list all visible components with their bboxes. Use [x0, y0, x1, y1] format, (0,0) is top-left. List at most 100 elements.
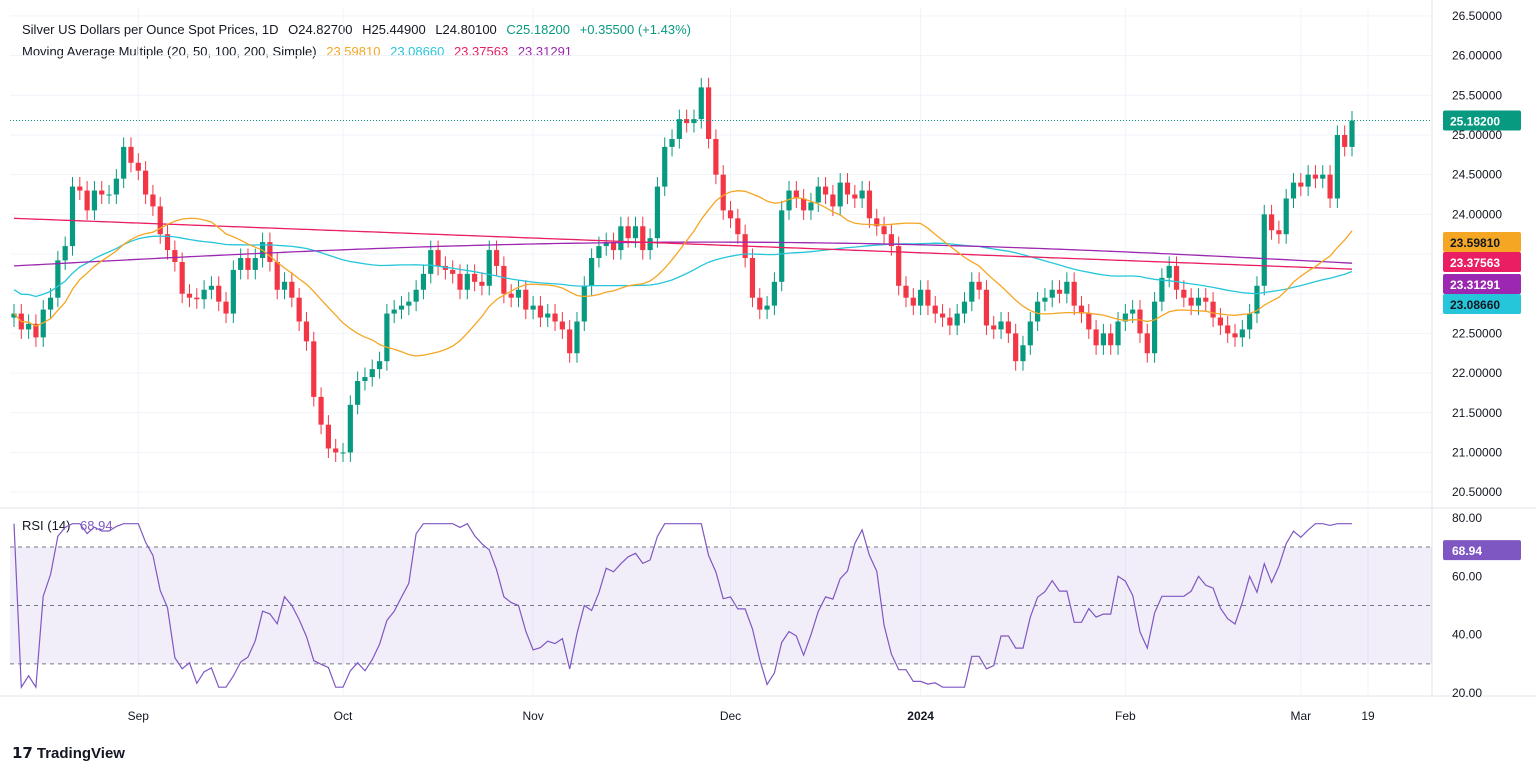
- candle-body: [113, 178, 119, 195]
- candle-body: [698, 87, 704, 120]
- candle-body: [596, 246, 602, 258]
- candle-body: [208, 285, 215, 290]
- candle-body: [508, 293, 514, 298]
- candle-body: [201, 289, 207, 300]
- time-tick-label: Nov: [522, 709, 543, 723]
- candle-body: [647, 238, 653, 251]
- candle-body: [1290, 182, 1297, 199]
- candle-body: [691, 119, 697, 124]
- ma-badge-label: 23.37563: [1450, 256, 1500, 270]
- candle-body: [150, 194, 156, 207]
- candle-body: [515, 289, 522, 298]
- time-tick-label: Feb: [1115, 709, 1136, 723]
- candle-body: [406, 301, 412, 306]
- candle-body: [866, 190, 873, 219]
- candle-body: [618, 226, 624, 251]
- rsi-tick-label: 60.00: [1452, 569, 1482, 583]
- candle-body: [230, 269, 236, 314]
- candle-body: [654, 186, 661, 239]
- candle-body: [1078, 305, 1085, 314]
- candle-body: [172, 250, 178, 262]
- price-tick-label: 25.50000: [1452, 88, 1502, 102]
- candle-body: [398, 305, 405, 310]
- candle-body: [472, 273, 478, 282]
- ma50-line: [13, 235, 1353, 298]
- candle-body: [1327, 174, 1333, 199]
- candle-body: [62, 246, 68, 261]
- candle-body: [954, 313, 960, 326]
- candle-body: [69, 186, 76, 247]
- symbol-title: Silver US Dollars per Ounce Spot Prices,…: [22, 22, 279, 37]
- candle-body: [1100, 333, 1107, 346]
- candle-body: [1042, 297, 1048, 302]
- candle-body: [801, 198, 807, 211]
- candle-body: [969, 281, 975, 302]
- candle-body: [77, 186, 83, 191]
- candle-body: [844, 182, 851, 195]
- candle-body: [1108, 333, 1114, 346]
- candle-body: [757, 297, 763, 310]
- price-tick-label: 20.50000: [1452, 485, 1502, 499]
- candle-body: [559, 321, 565, 330]
- candle-body: [1181, 289, 1187, 298]
- candle-body: [26, 323, 32, 330]
- ma-badge-label: 23.08660: [1450, 298, 1500, 312]
- candle-body: [822, 186, 829, 195]
- candle-body: [128, 146, 134, 163]
- candle-body: [11, 313, 17, 318]
- price-tick-label: 21.00000: [1452, 445, 1502, 459]
- candle-body: [530, 305, 536, 310]
- candle-body: [1071, 281, 1077, 306]
- candle-body: [318, 396, 324, 425]
- candle-body: [859, 190, 865, 199]
- candle-body: [216, 285, 222, 302]
- candle-body: [786, 190, 792, 211]
- candle-body: [47, 297, 54, 310]
- ma-badge-label: 23.31291: [1450, 278, 1500, 292]
- candle-body: [896, 246, 902, 286]
- candle-body: [991, 325, 997, 330]
- rsi-header-value: 68.94: [80, 518, 113, 533]
- candle-body: [1144, 333, 1150, 354]
- candle-body: [450, 269, 456, 274]
- candle-body: [413, 289, 419, 302]
- candle-body: [567, 329, 573, 354]
- rsi-tick-label: 40.00: [1452, 628, 1482, 642]
- candle-body: [815, 186, 821, 203]
- candle-body: [91, 190, 98, 211]
- candle-body: [420, 273, 427, 290]
- candle-body: [705, 87, 712, 139]
- candle-body: [888, 234, 894, 247]
- time-tick-label: Sep: [128, 709, 150, 723]
- candle-body: [881, 226, 887, 235]
- candle-body: [998, 321, 1004, 330]
- candle-body: [720, 174, 726, 211]
- candle-body: [267, 242, 273, 262]
- rsi-label: RSI (14): [22, 518, 71, 533]
- price-tick-label: 21.50000: [1452, 406, 1502, 420]
- candle-body: [925, 289, 931, 306]
- price-tick-label: 25.00000: [1452, 128, 1502, 142]
- candle-body: [603, 242, 609, 247]
- rsi-tick-label: 80.00: [1452, 511, 1482, 525]
- candle-body: [486, 250, 492, 286]
- candle-body: [1035, 301, 1041, 322]
- candle-body: [252, 258, 258, 270]
- candle-body: [303, 321, 310, 342]
- candle-body: [281, 281, 288, 290]
- candle-body: [830, 194, 836, 207]
- candle-body: [1349, 120, 1355, 147]
- candle-body: [523, 289, 529, 310]
- candle-body: [164, 234, 171, 251]
- candle-body: [55, 260, 61, 298]
- last-price-badge: [1443, 110, 1521, 131]
- candle-body: [1298, 182, 1304, 187]
- candle-body: [874, 218, 880, 227]
- candle-body: [947, 317, 953, 326]
- tradingview-brand[interactable]: 𝟭𝟳 TradingView: [12, 744, 125, 762]
- price-tick-label: 24.00000: [1452, 207, 1502, 221]
- candle-body: [143, 170, 149, 195]
- candle-body: [771, 281, 777, 306]
- price-tick-label: 26.50000: [1452, 9, 1502, 23]
